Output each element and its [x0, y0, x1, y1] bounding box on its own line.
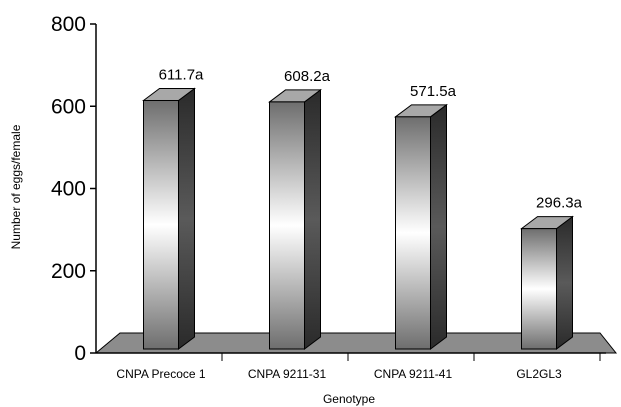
bar-front-face	[395, 116, 431, 350]
data-label: 571.5a	[410, 83, 457, 100]
bar-front-face	[269, 101, 305, 350]
bar-front-face	[143, 99, 179, 350]
bar	[394, 103, 448, 350]
bar	[142, 87, 196, 350]
bar-front-face	[521, 228, 557, 350]
data-label: 608.2a	[284, 68, 331, 85]
x-ticks-group: CNPA Precoce 1 CNPA 9211-31 CNPA 9211-41 GL…	[116, 353, 601, 381]
bar	[268, 88, 322, 350]
x-tick-label: CNPA 9211-31	[248, 367, 327, 381]
x-tick-label: GL2GL3	[516, 367, 562, 381]
bar-side-face	[178, 87, 195, 350]
data-labels-group: 611.7a 608.2a 571.5a 296.3a	[159, 66, 583, 211]
y-tick-label: 800	[51, 13, 86, 36]
bars-group	[142, 87, 574, 350]
x-tick-label: CNPA Precoce 1	[116, 367, 205, 381]
y-tick-label: 0	[74, 342, 86, 365]
y-tick-label: 400	[51, 178, 86, 201]
data-label: 611.7a	[159, 66, 204, 83]
bar-side-face	[430, 103, 447, 350]
bar-side-face	[556, 215, 573, 350]
bar	[520, 215, 574, 350]
y-ticks-group: 0 200 400 600 800	[51, 13, 96, 365]
x-axis-label: Genotype	[323, 392, 375, 406]
y-tick-label: 200	[51, 260, 86, 283]
y-axis-label: Number of eggs/female	[9, 124, 23, 249]
bar-side-face	[304, 88, 321, 350]
x-tick-label: CNPA 9211-41	[374, 367, 453, 381]
y-tick-label: 600	[51, 95, 86, 118]
data-label: 296.3a	[536, 195, 583, 212]
